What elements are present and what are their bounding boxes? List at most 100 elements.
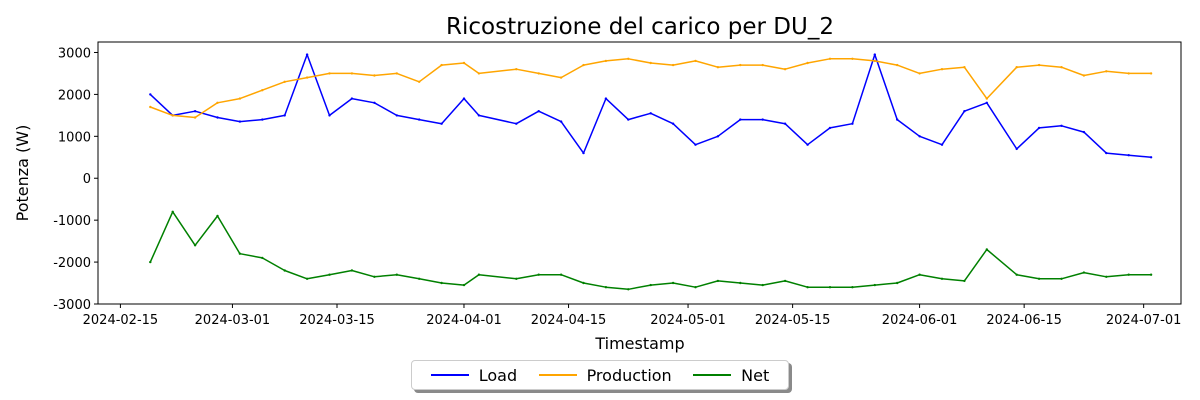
data-point-net <box>604 286 608 289</box>
y-axis-label: Potenza (W) <box>13 125 32 222</box>
data-point-load <box>350 97 354 100</box>
data-point-net <box>193 244 197 247</box>
data-point-production <box>462 61 466 65</box>
data-point-production <box>418 80 421 84</box>
data-point-load <box>963 110 966 113</box>
data-point-net <box>1015 273 1018 276</box>
data-point-net <box>537 273 540 276</box>
data-point-production <box>783 68 787 71</box>
x-tick-label: 2024-05-15 <box>755 313 831 328</box>
data-point-net <box>649 283 652 287</box>
data-point-net <box>283 269 286 272</box>
data-point-load <box>477 114 481 117</box>
data-point-net <box>918 273 921 276</box>
data-point-production <box>1060 66 1063 69</box>
data-point-load <box>828 126 832 130</box>
plot-frame <box>97 41 1182 305</box>
data-point-production <box>851 57 854 60</box>
data-point-load <box>694 143 697 146</box>
series-line-net <box>149 211 1152 291</box>
data-point-production <box>649 61 652 65</box>
data-point-net <box>896 281 899 285</box>
legend-item-net: Net <box>693 366 769 385</box>
x-axis-label: Timestamp <box>594 334 684 353</box>
data-point-load <box>604 97 608 100</box>
data-point-load <box>940 143 944 146</box>
data-point-production <box>940 68 944 71</box>
data-point-net <box>328 273 331 276</box>
data-point-net <box>940 277 944 280</box>
data-point-production <box>328 72 331 75</box>
legend: Load Production Net <box>411 360 789 390</box>
data-point-net <box>963 279 966 283</box>
data-point-production <box>216 101 219 105</box>
data-point-net <box>373 275 376 278</box>
y-tick-label: 2000 <box>58 88 91 103</box>
data-point-net <box>1127 273 1130 276</box>
data-point-net <box>1037 277 1041 280</box>
y-tick-label: -3000 <box>53 298 91 313</box>
data-point-load <box>515 122 518 125</box>
data-point-net <box>462 283 466 287</box>
data-point-net <box>985 248 988 251</box>
x-tick-label: 2024-05-01 <box>650 313 726 328</box>
data-point-production <box>694 59 697 63</box>
data-point-load <box>193 110 197 113</box>
x-tick-label: 2024-06-15 <box>986 313 1062 328</box>
data-point-load <box>328 114 331 117</box>
data-point-production <box>1127 72 1130 75</box>
data-point-net <box>216 214 219 218</box>
data-point-production <box>716 66 720 69</box>
x-tick-label: 2024-04-15 <box>531 313 607 328</box>
data-point-load <box>1037 126 1041 130</box>
data-point-net <box>694 286 697 289</box>
series-line-load <box>149 53 1152 159</box>
data-point-load <box>373 101 376 105</box>
legend-swatch-production <box>538 374 577 376</box>
y-tick-label: -2000 <box>53 256 91 271</box>
y-tick-label: -1000 <box>53 214 91 229</box>
data-point-net <box>350 269 354 272</box>
data-point-production <box>1037 63 1041 67</box>
data-point-net <box>440 281 443 285</box>
data-point-load <box>440 122 443 125</box>
data-point-production <box>193 116 197 119</box>
x-tick-label: 2024-04-01 <box>426 313 502 328</box>
data-point-load <box>761 118 764 121</box>
data-point-production <box>477 72 481 75</box>
data-point-net <box>559 273 563 276</box>
legend-label-net: Net <box>741 365 770 385</box>
legend-swatch-net <box>693 374 732 376</box>
data-point-net <box>783 279 787 283</box>
data-point-production <box>1105 70 1108 73</box>
data-point-load <box>896 118 899 121</box>
data-point-load <box>649 112 652 115</box>
data-point-production <box>761 63 764 67</box>
data-point-net <box>671 281 675 285</box>
data-point-production <box>238 97 242 100</box>
data-point-production <box>806 61 809 65</box>
data-point-net <box>806 286 809 289</box>
x-tick-label: 2024-06-01 <box>882 313 958 328</box>
data-point-load <box>305 53 309 56</box>
data-point-production <box>149 105 152 109</box>
data-point-net <box>149 260 152 264</box>
data-point-load <box>462 97 466 100</box>
data-point-load <box>1127 154 1130 157</box>
data-point-net <box>418 277 421 280</box>
data-point-load <box>418 118 421 121</box>
data-point-load <box>283 114 286 117</box>
data-point-load <box>739 118 742 121</box>
data-point-net <box>238 252 242 255</box>
data-point-net <box>1082 271 1086 274</box>
x-tick-label: 2024-03-01 <box>195 313 271 328</box>
data-point-net <box>515 277 518 280</box>
data-point-load <box>149 93 152 96</box>
data-point-load <box>1082 130 1086 134</box>
plot-series <box>149 53 1153 291</box>
y-axis-ticks: -3000 -2000 -1000 0 1000 2000 3000 <box>53 46 98 313</box>
data-point-net <box>171 210 174 213</box>
data-point-production <box>515 68 518 71</box>
data-point-net <box>261 256 264 260</box>
data-point-net <box>627 288 630 291</box>
